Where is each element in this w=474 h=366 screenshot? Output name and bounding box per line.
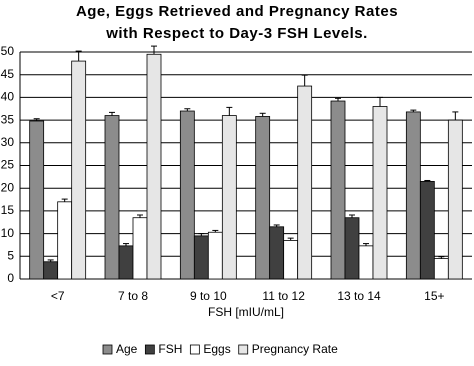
chart-title: Age, Eggs Retrieved and Pregnancy Rates xyxy=(76,3,398,20)
y-tick-label: 15 xyxy=(1,203,15,217)
legend-label: FSH xyxy=(158,342,182,356)
x-tick-label: <7 xyxy=(51,289,65,303)
legend-label: Pregnancy Rate xyxy=(252,342,338,356)
y-tick-label: 5 xyxy=(7,248,14,262)
bar xyxy=(193,235,209,280)
bar xyxy=(146,53,162,280)
legend-swatch xyxy=(144,344,155,355)
error-bar xyxy=(226,106,233,116)
x-tick-label: 7 to 8 xyxy=(118,289,148,303)
bar xyxy=(57,201,73,280)
x-tick-label: 13 to 14 xyxy=(337,289,381,303)
bar xyxy=(255,116,271,280)
error-bar xyxy=(109,111,115,116)
y-tick-label: 50 xyxy=(1,44,15,58)
error-bar xyxy=(301,74,308,87)
error-bar xyxy=(75,50,82,62)
error-bar xyxy=(273,224,280,227)
y-tick-label: 30 xyxy=(1,135,15,149)
y-tick-label: 10 xyxy=(1,226,15,240)
x-tick-label: 9 to 10 xyxy=(190,289,227,303)
error-bar xyxy=(335,97,341,102)
error-bar xyxy=(47,259,54,262)
y-tick-label: 25 xyxy=(1,158,15,172)
bar xyxy=(433,258,449,280)
error-bar xyxy=(410,109,417,112)
bar xyxy=(179,110,195,280)
bar xyxy=(372,106,388,280)
error-bar xyxy=(424,179,431,182)
error-bar xyxy=(452,111,459,121)
error-bar xyxy=(61,198,68,202)
error-bar xyxy=(33,118,40,122)
bar xyxy=(71,60,87,280)
bar xyxy=(344,217,360,280)
legend-swatch xyxy=(189,344,200,355)
bar xyxy=(207,231,223,280)
y-tick-label: 40 xyxy=(1,90,15,104)
bar xyxy=(221,115,237,280)
legend-swatch xyxy=(102,344,113,355)
error-bar xyxy=(137,214,143,218)
bar xyxy=(419,180,435,280)
error-bar xyxy=(287,237,294,241)
chart-title: with Respect to Day-3 FSH Levels. xyxy=(105,25,368,42)
bar xyxy=(118,245,134,280)
y-tick-label: 20 xyxy=(1,180,15,194)
bar xyxy=(283,240,299,280)
error-bar xyxy=(259,112,266,117)
legend-label: Age xyxy=(116,342,138,356)
bar xyxy=(104,115,120,280)
y-tick-label: 0 xyxy=(7,271,14,285)
bar xyxy=(132,217,148,280)
bar xyxy=(297,85,313,280)
bar xyxy=(269,226,285,280)
y-tick-label: 35 xyxy=(1,112,15,126)
error-bar xyxy=(184,108,191,112)
bar xyxy=(330,100,346,280)
error-bar xyxy=(438,256,445,259)
x-tick-label: 15+ xyxy=(424,289,444,303)
error-bar xyxy=(151,45,157,55)
error-bar xyxy=(212,229,219,233)
error-bar xyxy=(349,214,355,218)
bar xyxy=(43,261,59,280)
legend-label: Eggs xyxy=(203,342,230,356)
error-bar xyxy=(198,233,205,236)
x-tick-label: 11 to 12 xyxy=(262,289,305,303)
bar xyxy=(447,119,463,280)
error-bar xyxy=(363,243,369,246)
bar xyxy=(29,120,45,280)
x-axis-label: FSH [mIU/mL] xyxy=(208,305,284,319)
bar xyxy=(405,111,421,280)
error-bar xyxy=(377,96,383,107)
y-tick-label: 45 xyxy=(1,67,15,81)
bar xyxy=(358,245,374,280)
error-bar xyxy=(123,243,129,246)
legend-swatch xyxy=(238,344,249,355)
